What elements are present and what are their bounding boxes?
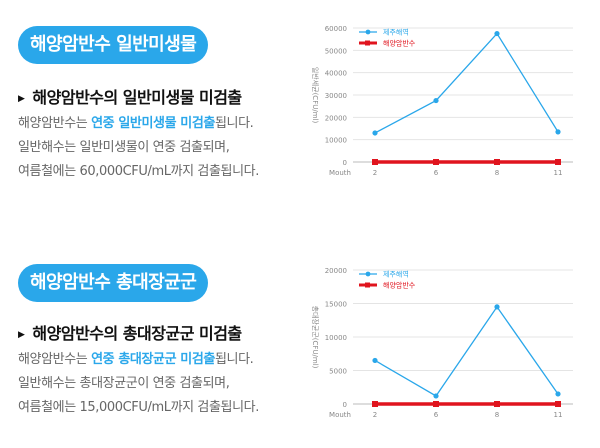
x-axis-label: Mouth bbox=[329, 411, 351, 419]
desc-line-3: 여름철에는 15,000CFU/mL까지 검출됩니다. bbox=[18, 400, 259, 415]
desc-line-1-post: 됩니다. bbox=[214, 352, 254, 367]
triangle-bullet-icon: ▶ bbox=[18, 329, 25, 340]
x-tick-label: 11 bbox=[554, 169, 563, 177]
legend-marker bbox=[365, 271, 371, 277]
legend-label: 해양암반수 bbox=[383, 281, 416, 290]
section-heading-text: 해양암반수의 총대장균군 미검출 bbox=[32, 324, 242, 343]
section-badge: 해양암반수 총대장균군 bbox=[18, 264, 209, 302]
triangle-bullet-icon: ▶ bbox=[18, 93, 25, 104]
x-tick-label: 2 bbox=[373, 411, 377, 419]
legend-label: 제주해역 bbox=[383, 28, 409, 37]
x-tick-label: 6 bbox=[434, 169, 439, 177]
x-tick-label: 2 bbox=[373, 169, 377, 177]
data-point bbox=[494, 159, 500, 165]
data-point bbox=[494, 304, 500, 310]
section-badge: 해양암반수 일반미생물 bbox=[18, 26, 209, 64]
desc-line-1: 해양암반수는 연중 일반미생물 미검출됩니다. bbox=[18, 112, 259, 136]
desc-line-1-post: 됩니다. bbox=[214, 116, 254, 131]
y-tick-label: 5000 bbox=[329, 368, 347, 376]
y-tick-label: 40000 bbox=[325, 70, 347, 78]
data-point bbox=[372, 159, 378, 165]
data-point bbox=[433, 393, 439, 399]
chart-general-bacteria: 0 10000 20000 30000 40000 50000 60000 일반세균(CFU/… bbox=[311, 25, 573, 177]
legend-label: 해양암반수 bbox=[383, 39, 416, 48]
x-axis-label: Mouth bbox=[329, 169, 351, 177]
section-heading: ▶ 해양암반수의 총대장균군 미검출 bbox=[18, 320, 242, 344]
data-point bbox=[494, 401, 500, 407]
legend-marker bbox=[365, 40, 370, 46]
y-tick-label: 30000 bbox=[325, 92, 347, 100]
series-line bbox=[374, 32, 559, 134]
desc-line-2: 일반해수는 총대장균군이 연중 검출되며, bbox=[18, 376, 230, 391]
section-heading: ▶ 해양암반수의 일반미생물 미검출 bbox=[18, 84, 242, 108]
legend-label: 제주해역 bbox=[383, 270, 409, 279]
legend-marker bbox=[365, 29, 371, 35]
y-axis-label: 일반세균(CFU/ml) bbox=[311, 67, 320, 124]
desc-highlight: 연중 총대장균군 미검출 bbox=[91, 352, 215, 367]
y-tick-label: 0 bbox=[343, 401, 347, 409]
data-point bbox=[555, 401, 561, 407]
y-tick-label: 10000 bbox=[325, 137, 347, 145]
data-point bbox=[433, 159, 439, 165]
section-general-bacteria: 해양암반수 일반미생물 ▶ 해양암반수의 일반미생물 미검출 해양암반수는 연중 … bbox=[18, 25, 573, 184]
x-tick-label: 11 bbox=[554, 411, 563, 419]
y-tick-label: 60000 bbox=[325, 25, 347, 33]
x-tick-label: 6 bbox=[434, 411, 439, 419]
data-point bbox=[555, 391, 561, 397]
section-description: 해양암반수는 연중 일반미생물 미검출됩니다. 일반해수는 일반미생물이 연중 … bbox=[18, 112, 259, 184]
data-point bbox=[555, 129, 561, 135]
x-tick-label: 8 bbox=[495, 411, 499, 419]
y-tick-label: 0 bbox=[343, 159, 347, 167]
data-point bbox=[433, 401, 439, 407]
legend-marker bbox=[365, 282, 370, 288]
y-axis-label: 총대장균군(CFU/ml) bbox=[311, 306, 320, 369]
y-tick-label: 10000 bbox=[325, 334, 347, 342]
desc-line-1: 해양암반수는 연중 총대장균군 미검출됩니다. bbox=[18, 348, 259, 372]
section-description: 해양암반수는 연중 총대장균군 미검출됩니다. 일반해수는 총대장균군이 연중 … bbox=[18, 348, 259, 420]
y-tick-label: 20000 bbox=[325, 267, 347, 275]
desc-line-1-pre: 해양암반수는 bbox=[18, 352, 92, 367]
y-tick-label: 50000 bbox=[325, 47, 347, 55]
y-tick-label: 15000 bbox=[325, 301, 347, 309]
chart-coliform: 0 5000 10000 15000 20000 총대장균군(CFU/ml) Mouth 2 6… bbox=[311, 267, 573, 419]
section-heading-text: 해양암반수의 일반미생물 미검출 bbox=[32, 88, 242, 107]
desc-line-2: 일반해수는 일반미생물이 연중 검출되며, bbox=[18, 140, 230, 155]
desc-line-1-pre: 해양암반수는 bbox=[18, 116, 92, 131]
desc-line-3: 여름철에는 60,000CFU/mL까지 검출됩니다. bbox=[18, 164, 259, 179]
data-point bbox=[494, 30, 500, 37]
data-point bbox=[372, 130, 378, 136]
y-tick-label: 20000 bbox=[325, 114, 347, 122]
data-point bbox=[555, 159, 561, 165]
section-coliform: 해양암반수 총대장균군 ▶ 해양암반수의 총대장균군 미검출 해양암반수는 연중 … bbox=[0, 224, 600, 448]
data-point bbox=[372, 401, 378, 407]
x-tick-label: 8 bbox=[495, 169, 499, 177]
series-line bbox=[374, 305, 559, 397]
data-point bbox=[433, 97, 439, 104]
data-point bbox=[372, 357, 378, 364]
desc-highlight: 연중 일반미생물 미검출 bbox=[91, 116, 215, 131]
